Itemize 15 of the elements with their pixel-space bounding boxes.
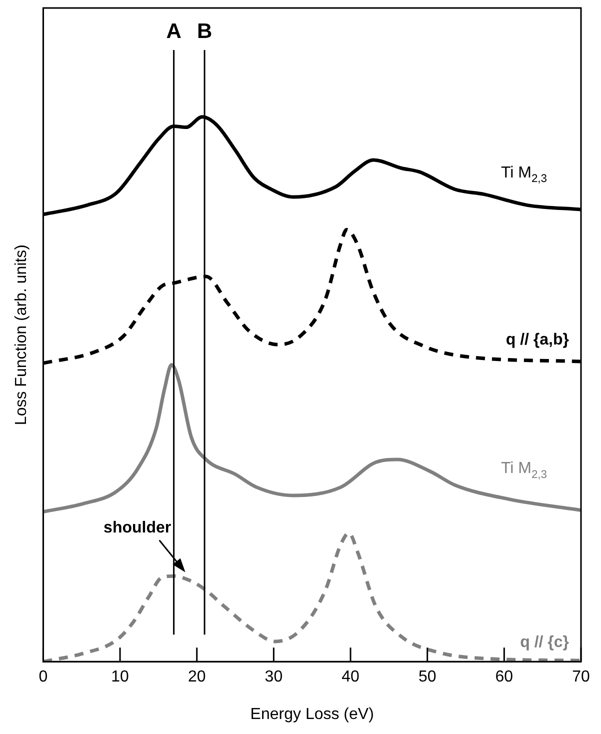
annotation: shoulder xyxy=(104,519,172,536)
x-tick-label: 0 xyxy=(38,668,48,686)
ref-line-label: B xyxy=(196,20,212,43)
series-label: q // {c} xyxy=(520,634,569,651)
x-tick-label: 70 xyxy=(572,668,590,686)
x-axis-title: Energy Loss (eV) xyxy=(250,706,374,723)
x-tick-label: 20 xyxy=(188,668,206,686)
x-tick-label: 10 xyxy=(111,668,130,686)
x-tick-label: 60 xyxy=(495,668,514,686)
x-tick-label: 40 xyxy=(342,668,360,686)
x-tick-label: 50 xyxy=(418,668,436,686)
y-axis-title: Loss Function (arb. units) xyxy=(13,244,30,426)
series-label: q // {a,b} xyxy=(506,332,569,349)
x-tick-label: 30 xyxy=(264,668,283,686)
ref-line-label: A xyxy=(166,20,182,43)
